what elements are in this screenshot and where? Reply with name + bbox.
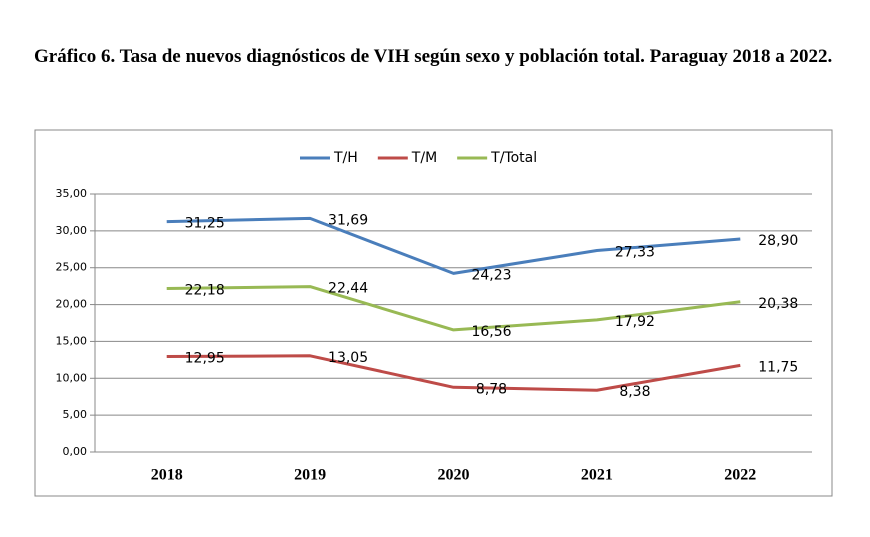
x-tick-label: 2022	[724, 467, 756, 484]
x-tick-label: 2021	[581, 467, 613, 484]
data-label: 31,69	[328, 212, 368, 228]
data-label: 17,92	[615, 314, 655, 330]
series-line	[166, 216, 741, 275]
x-tick-label: 2020	[438, 467, 470, 484]
y-tick-label: 30,00	[56, 224, 88, 237]
data-label: 22,44	[328, 281, 368, 297]
chart-title: Gráfico 6. Tasa de nuevos diagnósticos d…	[34, 46, 833, 67]
chart-frame	[34, 129, 833, 497]
y-tick-label: 25,00	[56, 261, 88, 274]
data-label: 27,33	[615, 245, 655, 261]
data-label: 8,38	[619, 384, 650, 400]
y-tick-label: 10,00	[56, 371, 88, 384]
legend-label: T/H	[333, 150, 358, 166]
x-tick-label: 2019	[294, 467, 326, 484]
data-label: 11,75	[758, 359, 798, 375]
legend-label: T/Total	[490, 150, 537, 166]
series-line	[166, 285, 741, 332]
y-tick-label: 35,00	[56, 187, 88, 200]
x-tick-label: 2018	[151, 467, 183, 484]
y-tick-label: 20,00	[56, 298, 88, 311]
y-tick-label: 0,00	[63, 445, 88, 458]
data-label: 24,23	[471, 267, 511, 283]
y-tick-label: 15,00	[56, 334, 88, 347]
data-label: 12,95	[185, 351, 225, 367]
legend-label: T/M	[411, 150, 437, 166]
data-label: 16,56	[471, 324, 511, 340]
data-label: 22,18	[185, 283, 225, 299]
data-label: 31,25	[185, 216, 225, 232]
data-label: 20,38	[758, 296, 798, 312]
series-line	[166, 354, 741, 392]
data-label: 28,90	[758, 233, 798, 249]
y-tick-label: 5,00	[63, 408, 88, 421]
data-label: 8,78	[476, 381, 507, 397]
data-label: 13,05	[328, 350, 368, 366]
